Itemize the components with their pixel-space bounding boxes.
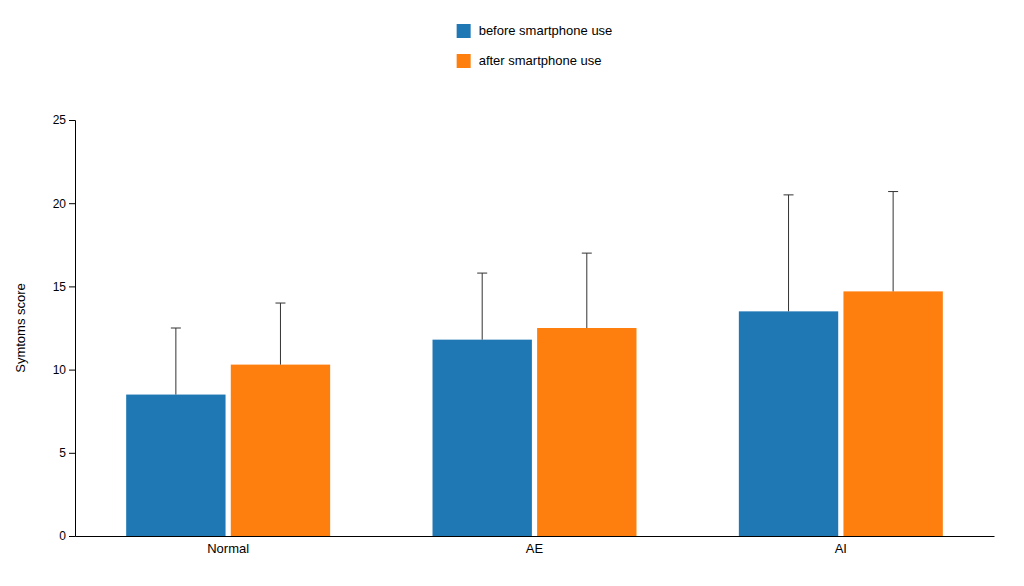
- error-bar-cap: [477, 273, 487, 274]
- y-tick-mark: [69, 536, 75, 537]
- error-bar-stem: [893, 192, 894, 292]
- marks: [126, 192, 943, 536]
- x-tick: AE: [526, 541, 544, 556]
- y-tick: 20: [53, 197, 75, 211]
- error-bar-cap: [888, 191, 898, 192]
- y-tick-label: 20: [53, 197, 67, 211]
- error-bar-cap: [582, 253, 592, 254]
- error-bar: [477, 273, 487, 340]
- error-bar: [888, 192, 898, 292]
- legend: before smartphone use after smartphone us…: [457, 23, 613, 68]
- bar: [433, 340, 532, 536]
- error-bar-stem: [280, 303, 281, 365]
- x-tick-label: Normal: [207, 541, 249, 556]
- x-tick-label: AE: [526, 541, 544, 556]
- bar: [126, 395, 225, 536]
- y-tick: 10: [53, 363, 75, 377]
- error-bar-cap: [784, 194, 794, 195]
- x-tick: AI: [835, 541, 847, 556]
- bar: [843, 291, 942, 536]
- error-bar-stem: [482, 273, 483, 340]
- error-bar-stem: [586, 253, 587, 328]
- y-tick-mark: [69, 120, 75, 121]
- chart-container: 0 5 10 15 20 25 Normal AE AI Symtoms score before …: [0, 0, 1024, 586]
- error-bar-stem: [788, 195, 789, 311]
- legend-swatch: [457, 24, 471, 38]
- y-axis: 0 5 10 15 20 25: [53, 113, 76, 543]
- error-bar-cap: [275, 303, 285, 304]
- y-tick-mark: [69, 370, 75, 371]
- legend-label: after smartphone use: [479, 53, 602, 68]
- x-axis: Normal AE AI: [76, 537, 995, 557]
- y-tick-mark: [69, 286, 75, 287]
- legend-item: before smartphone use: [457, 23, 613, 38]
- legend-swatch: [457, 54, 471, 68]
- error-bar: [171, 328, 181, 395]
- error-bar: [275, 303, 285, 365]
- error-bar: [784, 195, 794, 311]
- plot-area: 0 5 10 15 20 25 Normal AE AI Symtoms score: [13, 113, 995, 556]
- y-axis-line: [69, 121, 76, 537]
- y-tick-label: 10: [53, 363, 67, 377]
- y-tick: 5: [59, 446, 75, 460]
- series: [231, 192, 943, 536]
- y-tick-label: 0: [59, 529, 66, 543]
- y-axis-title: Symtoms score: [13, 283, 28, 373]
- y-tick-label: 25: [53, 113, 67, 127]
- bar: [537, 328, 636, 536]
- x-tick-label: AI: [835, 541, 847, 556]
- error-bar-cap: [171, 328, 181, 329]
- y-tick: 25: [53, 113, 75, 127]
- y-tick: 15: [53, 280, 75, 294]
- x-tick: Normal: [207, 541, 249, 556]
- y-tick: 0: [59, 529, 75, 543]
- bar: [739, 311, 838, 536]
- y-tick-mark: [69, 203, 75, 204]
- chart: 0 5 10 15 20 25 Normal AE AI Symtoms score before …: [0, 0, 1024, 586]
- error-bar: [582, 253, 592, 328]
- error-bar-stem: [175, 328, 176, 395]
- x-axis-line: [76, 536, 995, 537]
- series: [126, 195, 838, 536]
- y-tick-label: 15: [53, 280, 67, 294]
- legend-item: after smartphone use: [457, 53, 602, 68]
- y-tick-mark: [69, 453, 75, 454]
- bar: [231, 365, 330, 536]
- legend-label: before smartphone use: [479, 23, 613, 38]
- y-tick-label: 5: [59, 446, 66, 460]
